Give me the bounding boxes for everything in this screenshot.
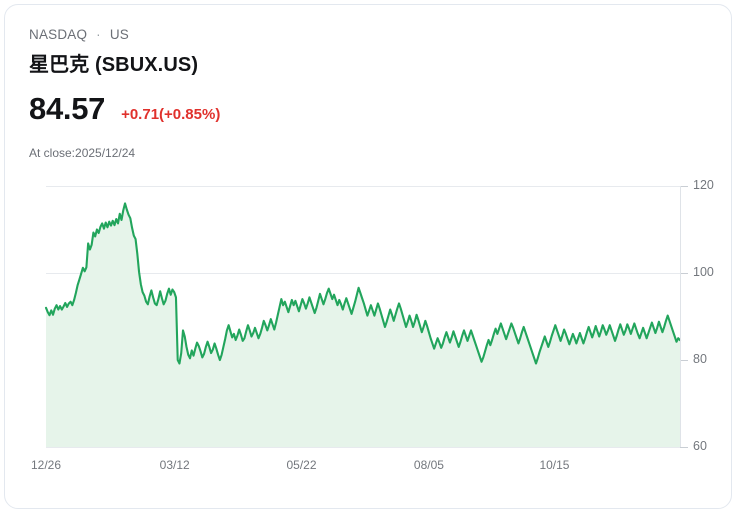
stock-quote-card: NASDAQ · US 星巴克 (SBUX.US) 84.57 +0.71(+0… <box>4 4 732 509</box>
page-title: 星巴克 (SBUX.US) <box>29 54 199 76</box>
chart-area-fill <box>46 203 680 447</box>
x-axis-label: 10/15 <box>539 458 570 472</box>
price-row: 84.57 +0.71(+0.85%) <box>29 91 220 127</box>
current-price: 84.57 <box>29 91 106 126</box>
exchange-label: NASDAQ <box>29 27 88 42</box>
x-axis-label: 03/12 <box>159 458 190 472</box>
x-axis-label: 08/05 <box>413 458 444 472</box>
chart-svg <box>44 186 688 448</box>
y-axis-label: 120 <box>693 178 714 192</box>
chart-line <box>44 202 682 365</box>
exchange-region: NASDAQ · US <box>29 27 129 42</box>
region-label: US <box>109 27 129 42</box>
price-chart: 60 80 100 120 12/26 03/12 05/22 08/05 10/15 <box>5 170 731 480</box>
x-axis-label: 05/22 <box>286 458 317 472</box>
price-change: +0.71(+0.85%) <box>121 106 221 123</box>
x-axis-label: 12/26 <box>30 458 62 472</box>
y-axis-label: 60 <box>693 439 707 453</box>
separator-dot: · <box>96 27 101 42</box>
y-axis-label: 80 <box>693 352 707 366</box>
at-close-timestamp: At close:2025/12/24 <box>29 146 136 160</box>
y-axis-label: 100 <box>693 265 714 279</box>
